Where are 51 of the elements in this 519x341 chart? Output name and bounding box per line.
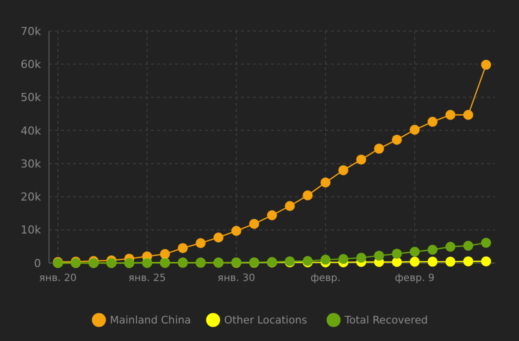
point [428, 116, 438, 127]
y-tick-label: 50k [20, 91, 42, 104]
point [284, 200, 295, 211]
point [410, 124, 420, 135]
point [338, 254, 348, 264]
point [374, 144, 384, 154]
y-tick-label: 30k [20, 157, 42, 170]
point [374, 250, 384, 261]
point [463, 240, 474, 251]
legend-label: Total Recovered [344, 314, 428, 327]
x-tick-label: янв. 30 [218, 273, 256, 284]
point [481, 238, 492, 248]
x-tick-label: февр. [310, 273, 341, 284]
point [356, 154, 366, 165]
point [267, 210, 277, 220]
point [392, 134, 402, 145]
point [196, 238, 206, 248]
point [410, 246, 420, 257]
y-tick-label: 40k [20, 124, 42, 138]
point [463, 110, 474, 120]
point [213, 232, 224, 242]
point [320, 177, 331, 188]
point [320, 254, 331, 265]
y-tick-label: 0 [34, 256, 41, 270]
point [249, 218, 260, 229]
point [428, 244, 438, 255]
legend-label: Mainland China [110, 314, 191, 327]
point [392, 248, 402, 259]
y-tick-label: 70k [20, 24, 42, 38]
point [481, 60, 492, 70]
point [160, 249, 170, 260]
point [392, 257, 402, 268]
x-tick-label: янв. 20 [39, 273, 77, 284]
point [463, 256, 474, 266]
point [445, 256, 456, 267]
y-tick-label: 60k [20, 58, 42, 71]
point [338, 165, 348, 176]
point [178, 243, 188, 254]
legend-label: Other Locations [224, 314, 308, 327]
point [231, 226, 242, 236]
point [428, 256, 438, 267]
point [302, 190, 313, 200]
point [410, 256, 420, 267]
point [356, 252, 366, 263]
point [445, 110, 456, 120]
point [445, 242, 456, 252]
point [481, 256, 492, 266]
y-tick-label: 10k [20, 224, 42, 237]
y-tick-label: 20k [20, 190, 42, 204]
x-tick-label: янв. 25 [128, 273, 166, 284]
x-tick-label: февр. 9 [394, 273, 435, 284]
